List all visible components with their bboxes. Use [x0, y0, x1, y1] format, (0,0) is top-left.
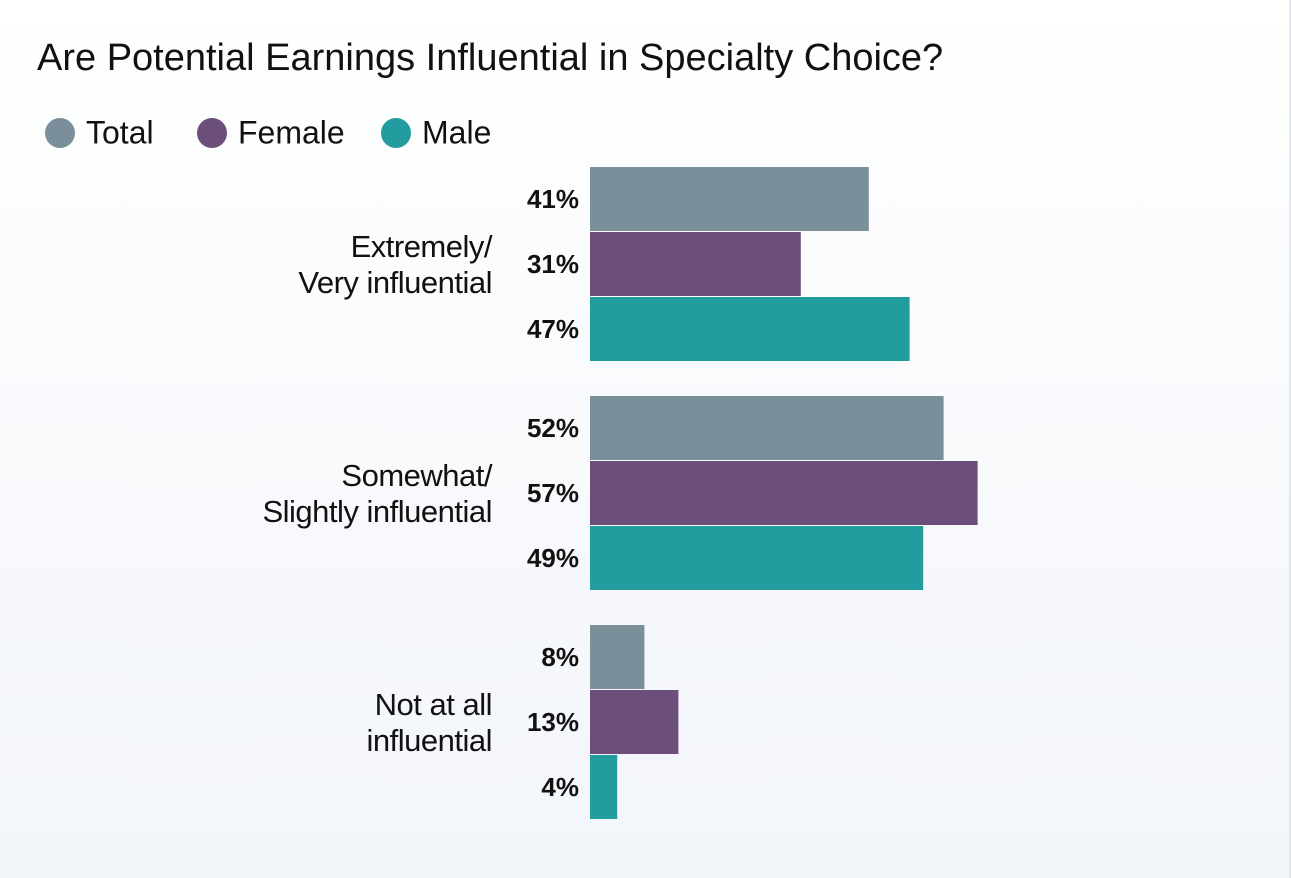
value-label: 4%: [541, 772, 579, 802]
bar: [590, 755, 618, 819]
bar: [590, 526, 924, 590]
value-label: 8%: [541, 642, 579, 672]
category-label: Somewhat/ Slightly influential: [262, 457, 492, 529]
bar: [590, 297, 910, 361]
bar: [590, 625, 645, 689]
category-label: Extremely/ Very influential: [298, 228, 492, 300]
legend-swatch: [45, 118, 75, 148]
value-label: 52%: [527, 413, 579, 443]
value-label: 49%: [527, 543, 579, 573]
bar: [590, 232, 801, 296]
bar: [590, 167, 869, 231]
value-label: 13%: [527, 707, 579, 737]
value-label: 41%: [527, 184, 579, 214]
bar: [590, 690, 679, 754]
chart-title: Are Potential Earnings Influential in Sp…: [37, 37, 943, 79]
legend-swatch: [197, 118, 227, 148]
legend-label: Total: [86, 114, 154, 150]
legend-swatch: [381, 118, 411, 148]
bar: [590, 461, 978, 525]
value-label: 31%: [527, 249, 579, 279]
category-label: Not at all influential: [366, 686, 493, 758]
bar: [590, 396, 944, 460]
legend-label: Male: [422, 114, 491, 150]
legend-label: Female: [238, 114, 345, 150]
value-label: 57%: [527, 478, 579, 508]
value-label: 47%: [527, 314, 579, 344]
